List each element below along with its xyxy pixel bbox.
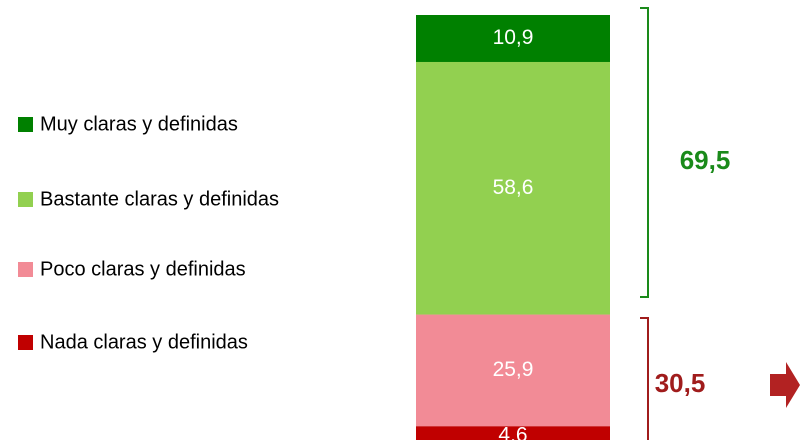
annotation: 30,5: [655, 368, 706, 398]
legend-swatch: [18, 335, 33, 350]
arrow: [770, 362, 800, 408]
bracket-lower: [640, 317, 649, 440]
data-label: 25,9: [493, 358, 534, 381]
legend-label: Muy claras y definidas: [40, 113, 238, 135]
data-label: 10,9: [493, 26, 534, 49]
legend-label: Nada claras y definidas: [40, 331, 248, 353]
legend-swatch: [18, 262, 33, 277]
bracket-upper: [640, 7, 649, 298]
data-label: 4,6: [498, 424, 527, 440]
data-label: 58,6: [493, 176, 534, 199]
bar-segment: [416, 426, 610, 440]
bar-segment: [416, 314, 610, 427]
legend-label: Poco claras y definidas: [40, 258, 246, 280]
legend-swatch: [18, 192, 33, 207]
annotation: 69,5: [680, 145, 731, 175]
legend-swatch: [18, 117, 33, 132]
bar-segment: [416, 15, 610, 62]
bar-segment: [416, 61, 610, 315]
legend-label: Bastante claras y definidas: [40, 188, 279, 210]
